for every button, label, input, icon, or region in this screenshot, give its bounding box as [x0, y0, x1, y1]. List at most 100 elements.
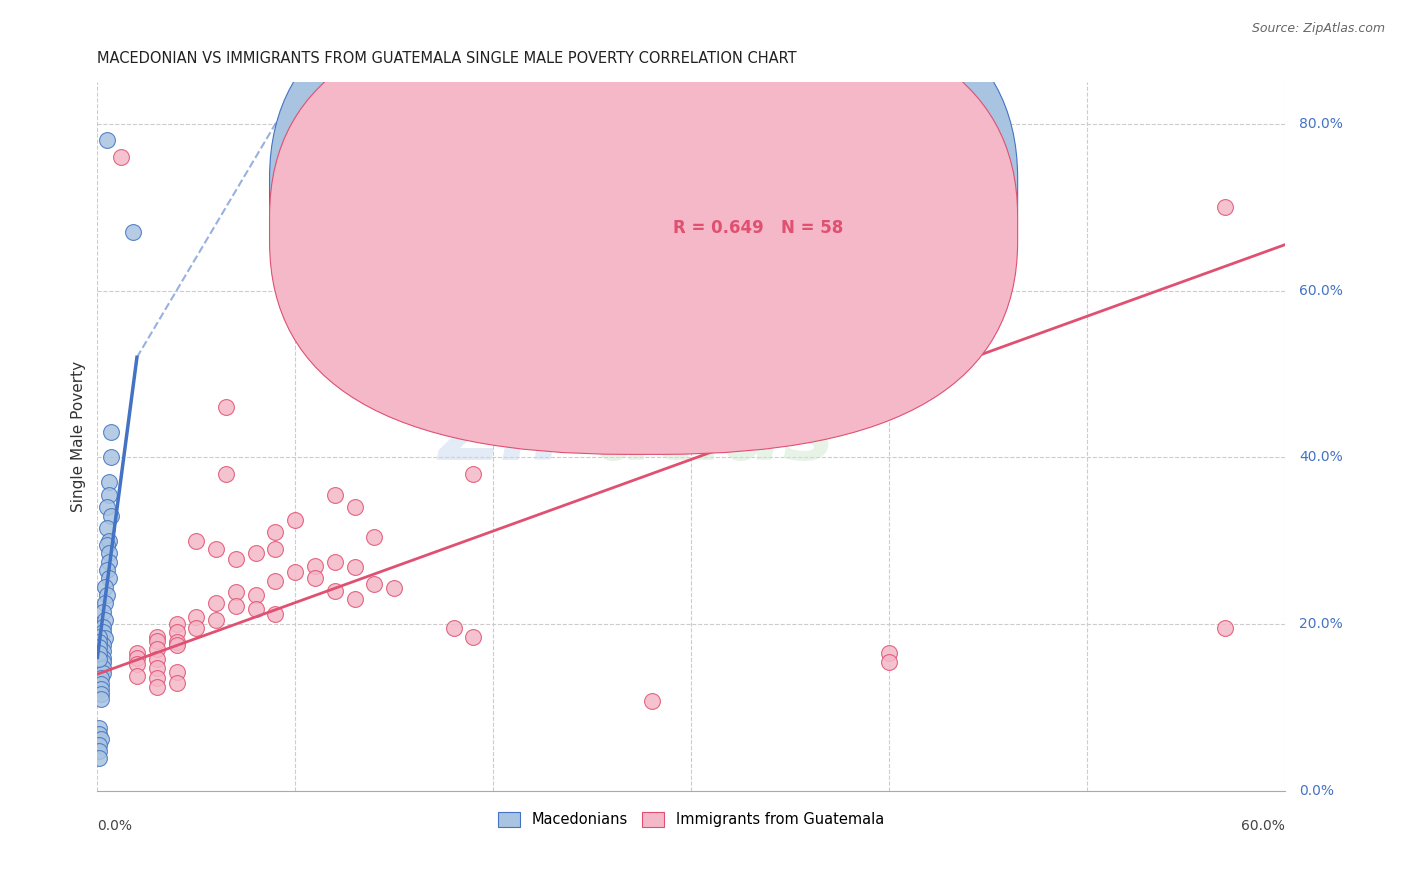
Point: [145, 660, 167, 674]
Point: [186, 610, 208, 624]
Point: [166, 675, 188, 690]
Point: [91, 605, 114, 619]
FancyBboxPatch shape: [270, 0, 1018, 416]
Point: [166, 638, 188, 652]
Point: [186, 533, 208, 548]
Point: [463, 630, 485, 644]
Point: [343, 592, 366, 607]
Point: [166, 625, 188, 640]
Point: [90, 677, 112, 691]
Point: [205, 542, 228, 557]
Text: R = 0.397   N = 45: R = 0.397 N = 45: [673, 181, 844, 199]
Point: [96, 521, 118, 535]
Point: [98, 533, 121, 548]
Point: [205, 613, 228, 627]
Point: [96, 563, 118, 577]
Point: [91, 660, 114, 674]
Point: [89, 744, 111, 758]
Point: [1215, 621, 1237, 635]
Point: [166, 665, 188, 679]
Point: [343, 560, 366, 574]
Text: 20.0%: 20.0%: [1299, 617, 1343, 632]
Point: [122, 225, 145, 239]
Point: [91, 665, 114, 680]
FancyBboxPatch shape: [270, 4, 1018, 454]
Point: [125, 657, 148, 672]
Point: [215, 467, 238, 481]
Point: [463, 467, 485, 481]
Point: [1215, 200, 1237, 214]
Point: [90, 687, 112, 701]
Point: [245, 588, 267, 602]
Point: [323, 583, 346, 598]
Point: [90, 682, 112, 697]
Point: [94, 613, 117, 627]
Point: [363, 577, 385, 591]
Point: [245, 602, 267, 616]
Point: [284, 566, 307, 580]
Point: [98, 475, 121, 490]
Point: [89, 646, 111, 660]
Point: [145, 642, 167, 657]
Point: [89, 750, 111, 764]
Point: [91, 638, 114, 652]
Point: [264, 542, 287, 557]
Point: [323, 488, 346, 502]
Point: [89, 630, 111, 644]
Point: [96, 588, 118, 602]
Point: [89, 635, 111, 649]
Point: [363, 530, 385, 544]
Point: [91, 655, 114, 669]
Point: [205, 596, 228, 610]
FancyBboxPatch shape: [607, 157, 898, 260]
Text: 60.0%: 60.0%: [1241, 819, 1285, 833]
Point: [145, 630, 167, 644]
Point: [94, 632, 117, 646]
Point: [100, 508, 122, 523]
Point: [215, 401, 238, 415]
Point: [877, 646, 900, 660]
Point: [166, 635, 188, 649]
Point: [89, 652, 111, 666]
Text: MACEDONIAN VS IMMIGRANTS FROM GUATEMALA SINGLE MALE POVERTY CORRELATION CHART: MACEDONIAN VS IMMIGRANTS FROM GUATEMALA …: [97, 51, 797, 66]
Text: atlas: atlas: [596, 395, 834, 478]
Text: Source: ZipAtlas.com: Source: ZipAtlas.com: [1251, 22, 1385, 36]
Point: [98, 555, 121, 569]
Point: [225, 599, 247, 613]
Point: [89, 640, 111, 655]
Point: [225, 585, 247, 599]
Point: [96, 134, 118, 148]
Text: 0.0%: 0.0%: [1299, 784, 1334, 798]
Point: [89, 727, 111, 741]
Point: [145, 671, 167, 685]
Point: [91, 625, 114, 640]
Point: [145, 633, 167, 648]
Point: [145, 652, 167, 666]
Point: [166, 617, 188, 632]
Point: [443, 621, 465, 635]
Point: [90, 692, 112, 706]
Point: [125, 646, 148, 660]
Point: [225, 552, 247, 566]
Text: 80.0%: 80.0%: [1299, 117, 1343, 131]
Point: [100, 425, 122, 440]
Y-axis label: Single Male Poverty: Single Male Poverty: [72, 361, 86, 512]
Point: [463, 401, 485, 415]
Point: [125, 650, 148, 665]
Point: [110, 150, 132, 164]
Point: [264, 525, 287, 540]
Point: [145, 680, 167, 694]
Point: [304, 558, 326, 573]
Text: R = 0.649   N = 58: R = 0.649 N = 58: [673, 219, 844, 237]
Point: [264, 574, 287, 588]
Point: [125, 669, 148, 683]
Point: [96, 538, 118, 552]
Point: [94, 596, 117, 610]
Point: [98, 571, 121, 585]
Text: 40.0%: 40.0%: [1299, 450, 1343, 465]
Point: [94, 580, 117, 594]
Point: [98, 488, 121, 502]
Text: ZIP: ZIP: [439, 395, 596, 478]
Point: [186, 621, 208, 635]
Legend: Macedonians, Immigrants from Guatemala: Macedonians, Immigrants from Guatemala: [492, 806, 890, 833]
